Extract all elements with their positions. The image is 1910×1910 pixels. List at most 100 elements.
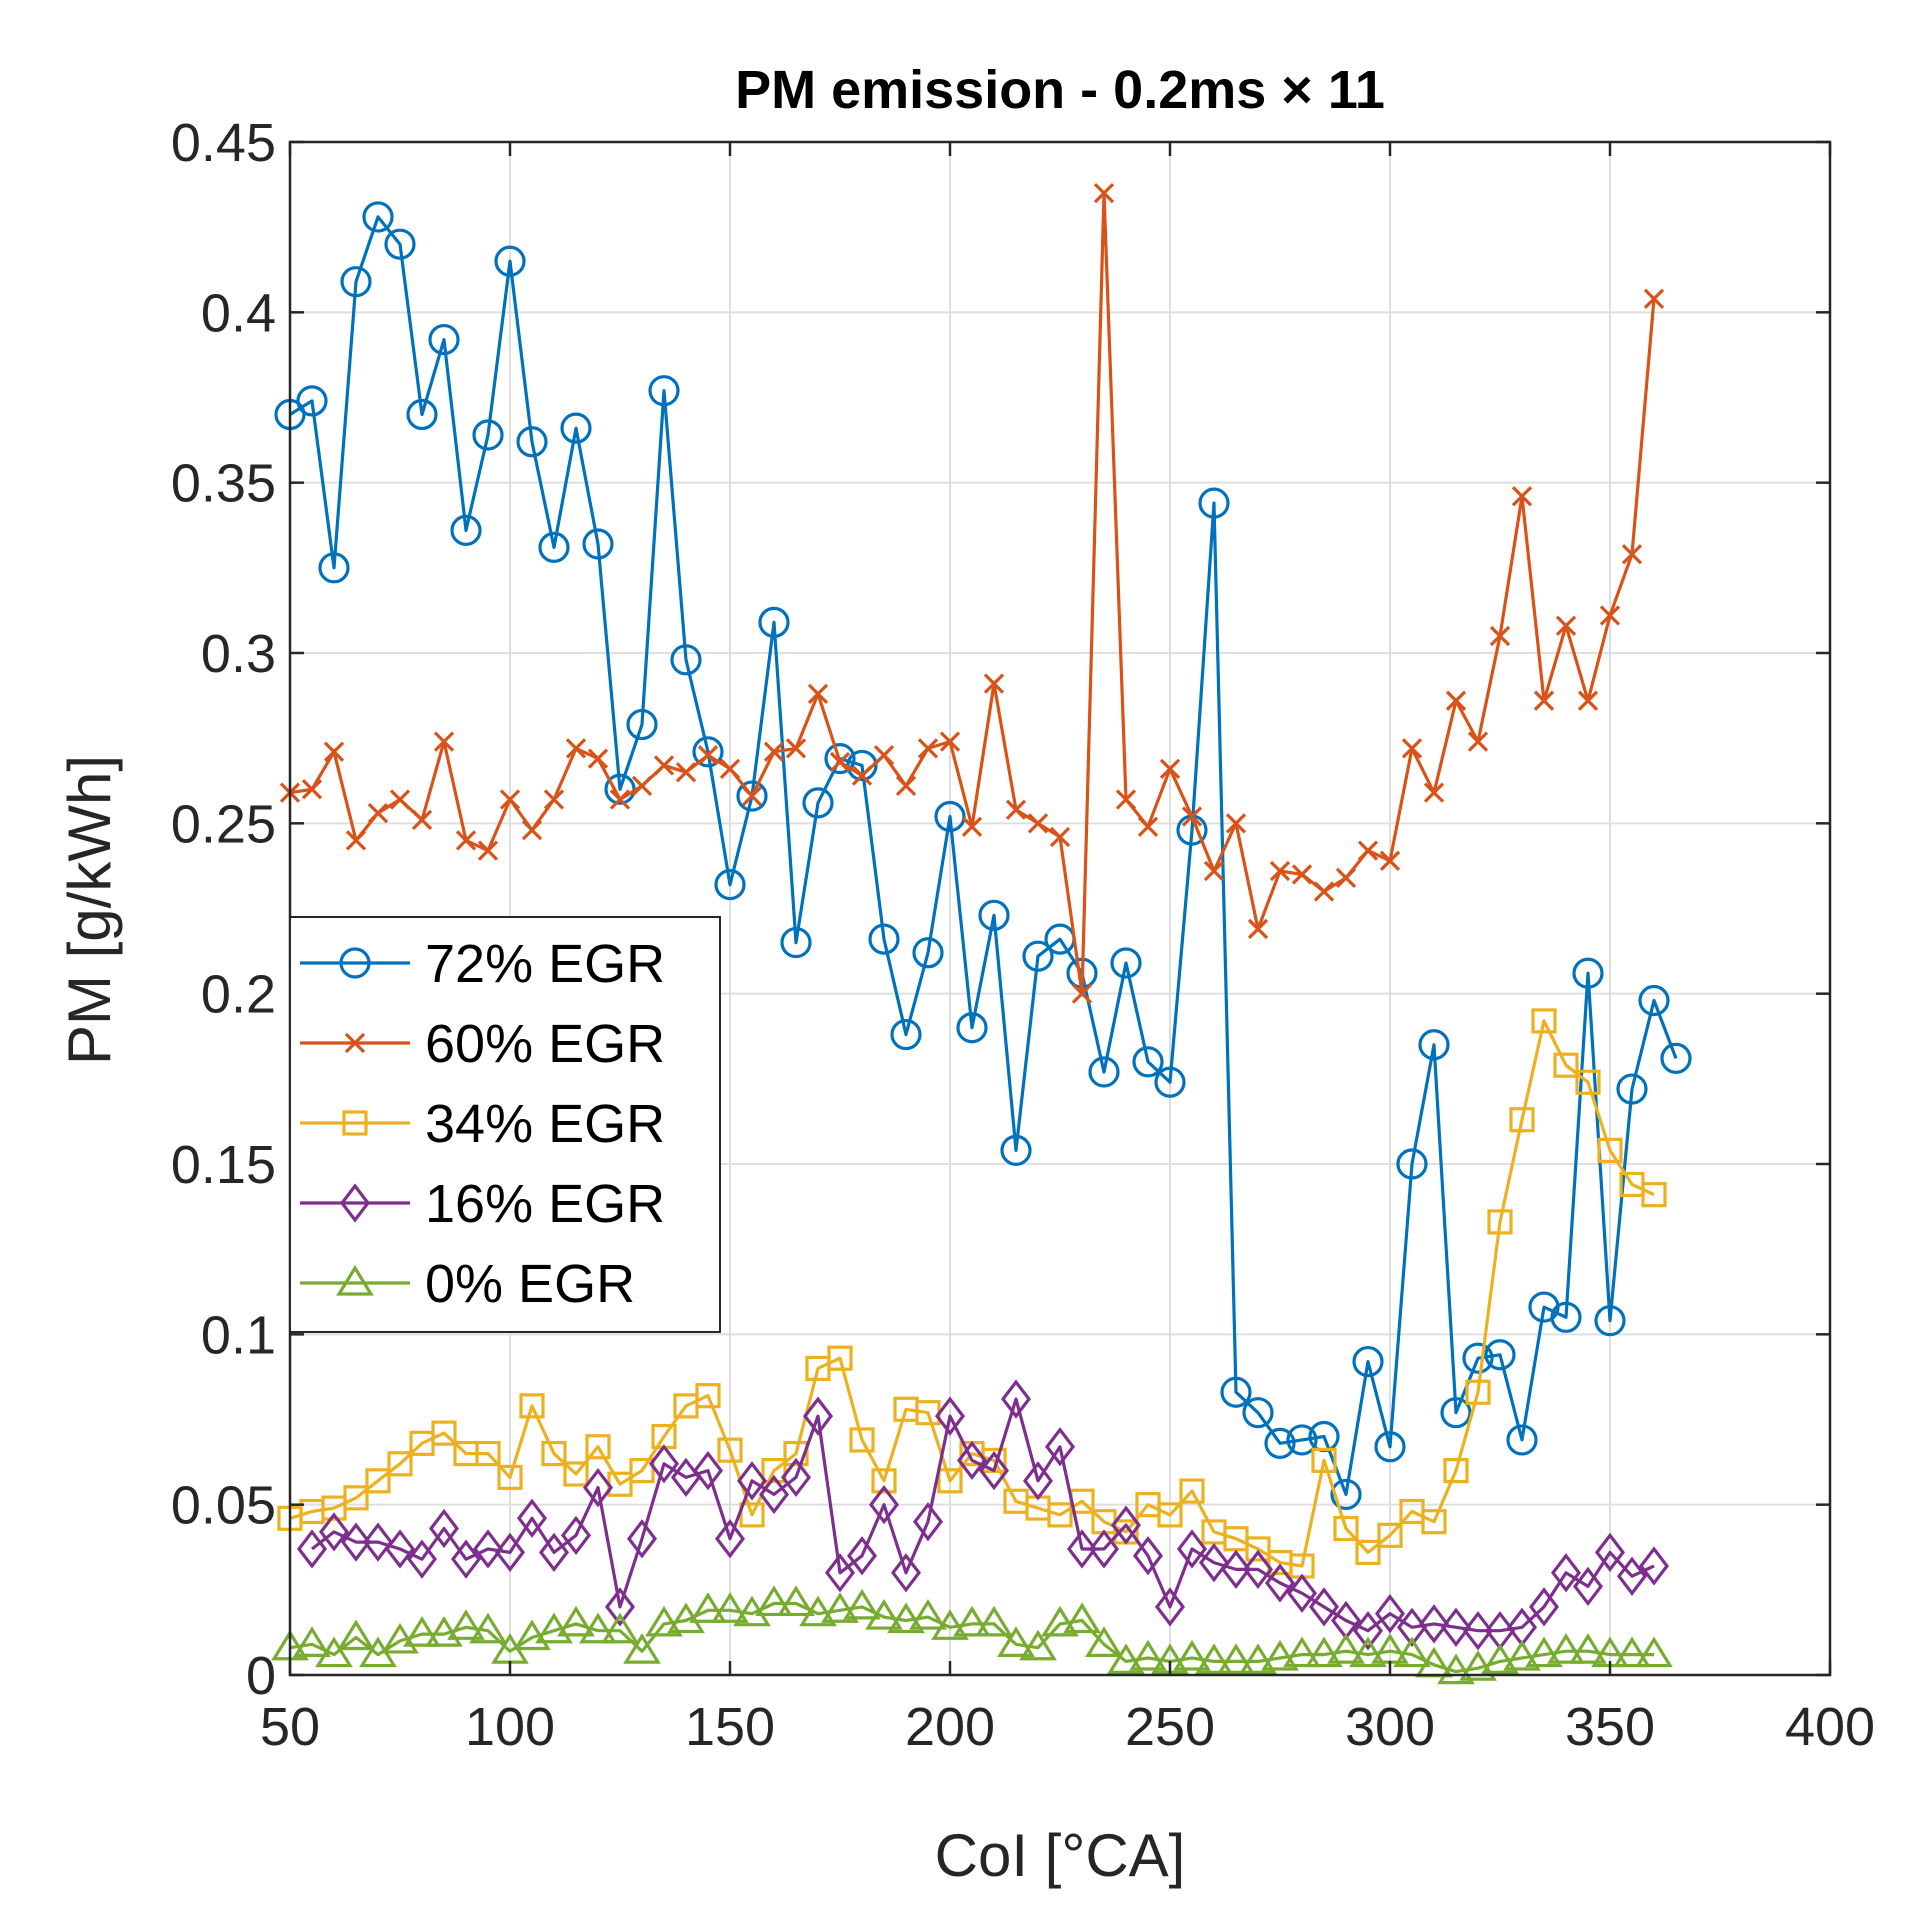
series-34-egr (277, 1008, 1667, 1579)
data-point (1330, 1478, 1362, 1511)
data-point (384, 228, 416, 260)
data-point (895, 775, 917, 796)
data-point (1638, 984, 1670, 1017)
data-point (323, 741, 345, 762)
data-point (494, 1532, 526, 1572)
data-point (1418, 1029, 1450, 1061)
data-point (1377, 1522, 1403, 1548)
data-point (890, 1018, 922, 1051)
y-tick-label: 0.2 (201, 965, 276, 1025)
data-point (1327, 1633, 1365, 1664)
data-point (739, 1502, 765, 1528)
data-point (1027, 813, 1049, 834)
data-point (1220, 1549, 1252, 1590)
data-point (912, 937, 944, 969)
data-point (714, 869, 746, 901)
data-point (1577, 690, 1599, 711)
data-point (692, 736, 724, 768)
axis-ticks: 50 100 150 200 250 300 350 400 0 0.05 0.1 0.15 0.2 0.… (171, 113, 1875, 1757)
data-point (1173, 1639, 1211, 1671)
data-point (695, 1383, 721, 1409)
data-point (626, 708, 658, 741)
data-point (538, 531, 570, 563)
data-point (975, 1605, 1013, 1637)
data-point (783, 1440, 809, 1467)
data-point (648, 1444, 680, 1484)
data-point (296, 1529, 328, 1569)
data-point (1509, 1107, 1535, 1133)
data-point (846, 1536, 878, 1576)
x-tick-label: 200 (905, 1697, 995, 1757)
data-point (1569, 1633, 1607, 1664)
data-point (1352, 1345, 1384, 1378)
data-point (1445, 690, 1467, 711)
data-point (802, 787, 834, 819)
y-tick-label: 0.35 (171, 454, 276, 514)
data-point (1157, 1502, 1183, 1528)
data-point (1572, 957, 1604, 989)
data-point (557, 1605, 595, 1637)
data-point (296, 385, 328, 417)
data-point (450, 514, 482, 546)
data-point (384, 1529, 416, 1569)
legend-marker (336, 1264, 374, 1296)
x-axis-label: CoI [°CA] (935, 1822, 1186, 1889)
data-point (758, 606, 790, 638)
data-point (1242, 1549, 1274, 1590)
legend-label: 34% EGR (425, 1094, 665, 1154)
data-point (829, 751, 851, 773)
data-point (1019, 1629, 1057, 1661)
data-point (343, 1485, 369, 1511)
data-point (543, 789, 565, 810)
data-point (1393, 1636, 1431, 1668)
data-point (1198, 487, 1230, 519)
data-point (623, 1633, 661, 1664)
data-point (428, 323, 460, 356)
data-point (1245, 1536, 1271, 1562)
data-point (1110, 947, 1142, 979)
data-point (387, 1451, 413, 1477)
data-point (868, 1485, 900, 1525)
legend-label: 0% EGR (425, 1254, 635, 1314)
data-point (1137, 816, 1159, 837)
data-point (1374, 1594, 1406, 1634)
x-tick-label: 250 (1125, 1697, 1215, 1757)
data-point (868, 923, 900, 955)
data-point (1022, 1461, 1054, 1501)
x-tick-label: 150 (685, 1697, 775, 1757)
data-point (1487, 1209, 1513, 1235)
data-point (1641, 1182, 1667, 1208)
data-point (318, 1512, 350, 1552)
y-tick-label: 0 (246, 1646, 276, 1706)
data-point (675, 762, 697, 783)
data-point (1503, 1639, 1541, 1671)
data-point (1179, 1478, 1205, 1504)
data-point (497, 1464, 523, 1491)
data-point (450, 1539, 482, 1579)
data-point (1467, 731, 1489, 752)
data-point (1159, 758, 1181, 779)
data-point (1333, 1515, 1359, 1542)
data-point (516, 426, 548, 458)
data-point (1396, 1148, 1428, 1180)
data-point (1616, 1073, 1648, 1105)
data-point (755, 1585, 793, 1617)
data-point (411, 809, 433, 831)
data-point (719, 758, 741, 779)
data-point (587, 748, 609, 769)
data-point (604, 1587, 636, 1627)
x-tick-label: 50 (260, 1697, 320, 1757)
data-point (931, 1609, 969, 1640)
data-point (849, 1427, 875, 1453)
data-point (645, 1605, 683, 1637)
data-point (711, 1592, 749, 1623)
data-point (516, 1498, 548, 1538)
data-point (917, 738, 939, 759)
series-line (289, 1019, 1655, 1568)
data-point (1115, 789, 1137, 810)
data-point (697, 745, 719, 766)
data-point (1088, 1529, 1120, 1569)
series-line (289, 215, 1678, 1497)
